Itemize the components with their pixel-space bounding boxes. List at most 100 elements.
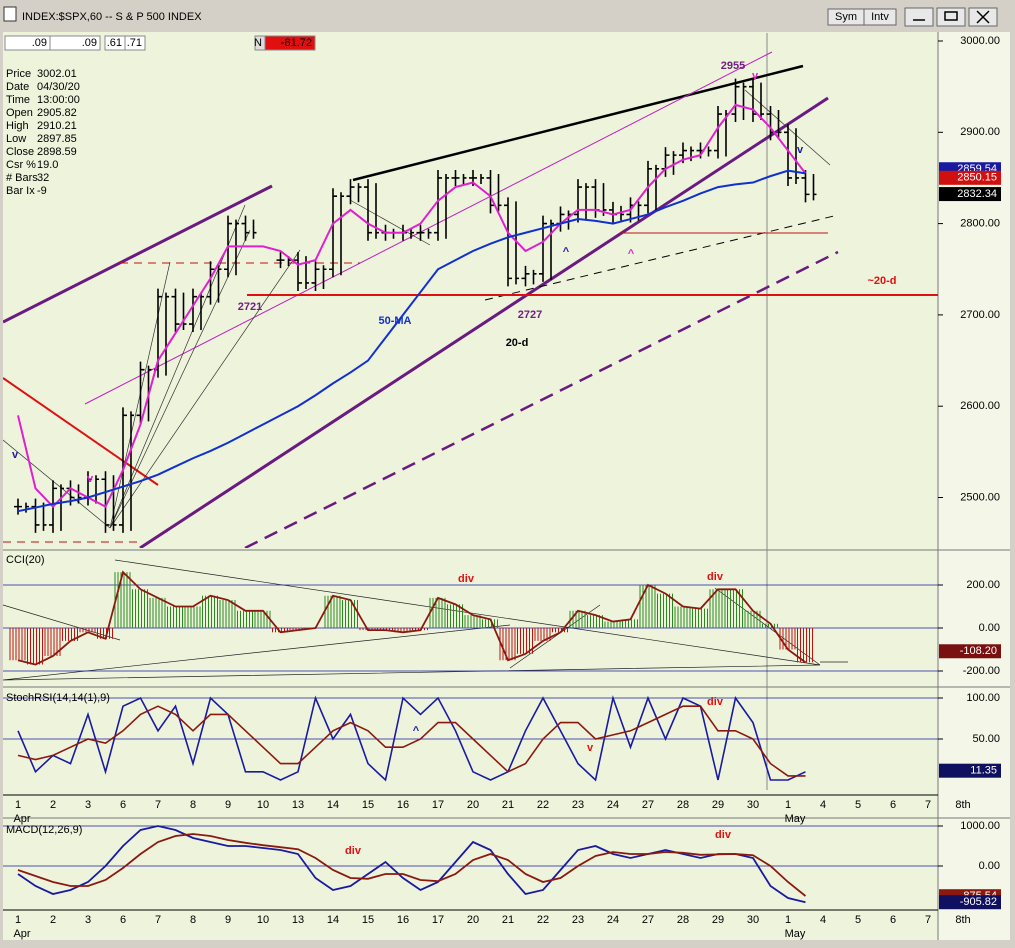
intv-button[interactable]	[863, 8, 897, 26]
x-tick-label: 8	[190, 914, 196, 926]
price-bar	[486, 169, 502, 214]
last-value-label: -905.82	[960, 896, 997, 908]
toolbar-value: .71	[127, 37, 142, 49]
last-value-label: 11.35	[970, 765, 997, 777]
x-tick-label: 23	[572, 914, 584, 926]
x-tick-label: 1	[15, 799, 21, 811]
trendline	[244, 250, 839, 548]
info-label: Price	[6, 68, 31, 80]
window-title: INDEX:$SPX,60 -- S & P 500 INDEX	[22, 11, 202, 23]
price-bar	[346, 179, 362, 205]
x-tick-label: 3	[85, 799, 91, 811]
sym-label[interactable]: Sym	[835, 11, 857, 23]
x-tick-label: 6	[120, 914, 126, 926]
x-tick-label: 8th	[955, 914, 970, 926]
toolbar-value: .09	[32, 37, 47, 49]
y-tick-label: 2700.00	[960, 309, 1000, 321]
window-control-icons	[913, 10, 990, 24]
price-bar	[189, 288, 204, 333]
x-tick-label: 24	[607, 799, 619, 811]
annotation: 2727	[518, 309, 542, 321]
trendline	[3, 377, 159, 486]
y-tick-label: 3000.00	[960, 35, 1000, 47]
trendlines	[3, 51, 938, 548]
y-tick-label: -200.00	[963, 665, 1000, 677]
x-tick-label: 21	[502, 914, 514, 926]
x-tick-label: 22	[537, 914, 549, 926]
price-bar	[766, 106, 782, 141]
annotation: v	[87, 473, 94, 485]
price-bar	[469, 169, 484, 186]
annotation: v	[797, 144, 804, 156]
app-icon	[3, 6, 17, 22]
annotation: div	[458, 573, 475, 585]
y-tick-label: 2500.00	[960, 491, 1000, 503]
price-bar	[416, 224, 432, 241]
info-value: 2897.85	[37, 133, 77, 145]
last-value-box	[939, 763, 1001, 778]
x-tick-label: 8th	[955, 799, 970, 811]
price-bar	[364, 179, 379, 241]
annotation: 2721	[238, 301, 262, 313]
info-value: 2898.59	[37, 146, 77, 158]
x-tick-label: 30	[747, 799, 759, 811]
toolbar: .09 .09 .61 .71 N -81.72	[4, 35, 316, 51]
annotation: ~20-d	[867, 275, 896, 287]
last-value-label: 2850.15	[957, 172, 997, 184]
toolbar-field	[124, 35, 146, 51]
info-label: Close	[6, 146, 34, 158]
info-label: Csr %	[6, 159, 36, 171]
annotation: v	[752, 70, 759, 82]
x-tick-label: 2	[50, 914, 56, 926]
x-tick-label: 17	[432, 799, 444, 811]
price-bar	[311, 261, 327, 291]
last-value-box	[939, 187, 1001, 202]
price-bar	[171, 288, 187, 333]
info-value: 3002.01	[37, 68, 77, 80]
x-tick-label: 10	[257, 799, 269, 811]
last-value-label: -108.20	[960, 645, 997, 657]
intv-label[interactable]: Intv	[871, 11, 889, 23]
toolbar-value: -81.72	[281, 37, 312, 49]
panel-separators	[3, 32, 1010, 940]
x-tick-label: 7	[155, 914, 161, 926]
info-value: -9	[37, 185, 47, 197]
price-bar	[784, 124, 799, 186]
price-bar	[801, 169, 817, 203]
y-tick-label: 2900.00	[960, 126, 1000, 138]
maximize-button[interactable]	[936, 7, 966, 27]
x-tick-label: 5	[855, 799, 861, 811]
y-tick-label: 100.00	[966, 692, 1000, 704]
info-value: 13:00:00	[37, 94, 80, 106]
info-value: 2910.21	[37, 120, 77, 132]
y-tick-label: 0.00	[979, 860, 1000, 872]
price-bar	[714, 106, 729, 159]
info-label: # Bars	[6, 172, 38, 184]
x-tick-label: 2	[50, 799, 56, 811]
trendline	[139, 96, 829, 548]
x-tick-label: 30	[747, 914, 759, 926]
x-tick-label: 21	[502, 799, 514, 811]
price-bar	[14, 498, 29, 515]
x-tick-label: 7	[925, 914, 931, 926]
x-tick-label: 27	[642, 914, 654, 926]
price-bar	[451, 169, 467, 186]
price-bar	[329, 188, 344, 278]
toolbar-value: .09	[82, 37, 97, 49]
price-bar	[31, 498, 47, 533]
cci-line	[17, 570, 807, 666]
toolbar-value: N	[254, 37, 262, 49]
annotation: 50-MA	[378, 315, 411, 327]
y-tick-label: 2600.00	[960, 400, 1000, 412]
x-tick-label: 6	[890, 914, 896, 926]
stoch-k-line	[17, 695, 806, 782]
info-value: 04/30/20	[37, 81, 80, 93]
price-bar	[504, 197, 519, 287]
x-tick-label: 8	[190, 799, 196, 811]
panel-title: StochRSI(14,14(1),9)	[6, 692, 110, 704]
x-tick-label: 28	[677, 799, 689, 811]
trendline	[484, 214, 839, 301]
month-label: May	[785, 813, 806, 825]
last-value-box	[939, 644, 1001, 659]
minimize-button[interactable]	[904, 7, 934, 27]
